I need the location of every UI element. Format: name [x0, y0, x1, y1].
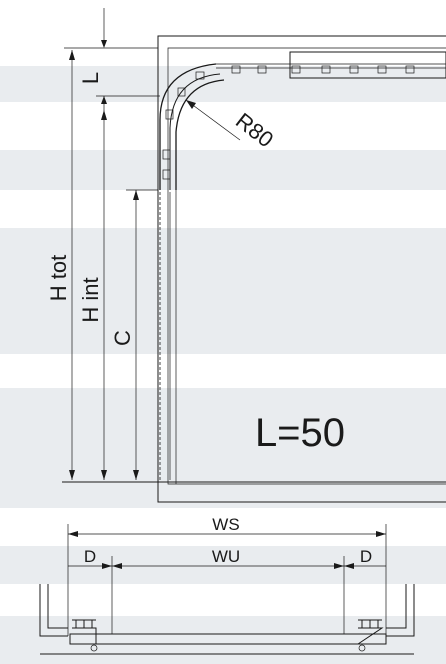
label-r80: R80	[231, 108, 278, 153]
hinge-block	[165, 109, 174, 120]
band	[0, 228, 446, 354]
wall-right	[386, 584, 415, 637]
label-h-tot: H tot	[46, 255, 71, 301]
arrow	[186, 100, 196, 109]
label-l: L	[78, 72, 103, 84]
arrow	[112, 563, 122, 569]
track-profile-right	[357, 619, 384, 645]
label-ws: WS	[212, 515, 239, 534]
hinge-block	[291, 65, 301, 74]
band	[0, 546, 446, 584]
r80-line	[185, 99, 241, 141]
curve-inner	[169, 73, 221, 190]
label-c: C	[110, 330, 135, 346]
arrow	[101, 96, 107, 104]
arrow	[133, 190, 139, 200]
arrow	[101, 470, 107, 480]
roller-left	[90, 644, 98, 652]
vertical-dimensions	[64, 8, 160, 480]
curve-door	[175, 79, 225, 190]
door-panel	[69, 633, 387, 645]
hinge-block	[177, 87, 186, 97]
arrow	[133, 470, 139, 480]
band	[0, 388, 446, 508]
arrow	[344, 563, 354, 569]
curve-outer	[159, 63, 217, 190]
arrow	[101, 110, 107, 120]
label-l50: L=50	[255, 411, 345, 455]
label-d-left: D	[84, 547, 96, 566]
arrow	[101, 40, 107, 48]
arrow	[69, 50, 75, 60]
arrow	[69, 470, 75, 480]
horizontal-hinges	[231, 65, 415, 74]
horizontal-track-box	[289, 51, 446, 79]
wall-left-inner	[47, 584, 68, 629]
background-bands	[0, 66, 446, 664]
arrow	[376, 531, 386, 537]
label-d-right: D	[360, 547, 372, 566]
opening-outline	[62, 35, 446, 503]
arrow	[102, 563, 112, 569]
frame-inner	[167, 47, 446, 485]
label-wu: WU	[212, 547, 240, 566]
wall-right-inner	[386, 584, 407, 629]
hinge-block	[162, 169, 171, 180]
arrow	[68, 531, 78, 537]
plan-view: WS WU D D	[39, 515, 415, 655]
track-profile-left	[72, 619, 97, 644]
wall-left	[39, 584, 68, 637]
hinge-block	[257, 65, 267, 74]
hinge-block	[349, 65, 359, 74]
hinge-block	[377, 65, 387, 74]
hinge-block	[231, 65, 241, 74]
band	[0, 150, 446, 190]
frame-outer	[157, 35, 446, 503]
label-h-int: H int	[78, 277, 103, 322]
r80-leader	[185, 99, 241, 141]
roller-right	[358, 644, 366, 652]
arrow	[334, 563, 344, 569]
band	[0, 616, 446, 664]
hinge-block	[162, 149, 171, 160]
curved-track	[159, 63, 415, 480]
band	[0, 66, 446, 102]
hinge-block	[321, 65, 331, 74]
hinge-block	[195, 71, 205, 80]
hinge-block	[405, 65, 415, 74]
